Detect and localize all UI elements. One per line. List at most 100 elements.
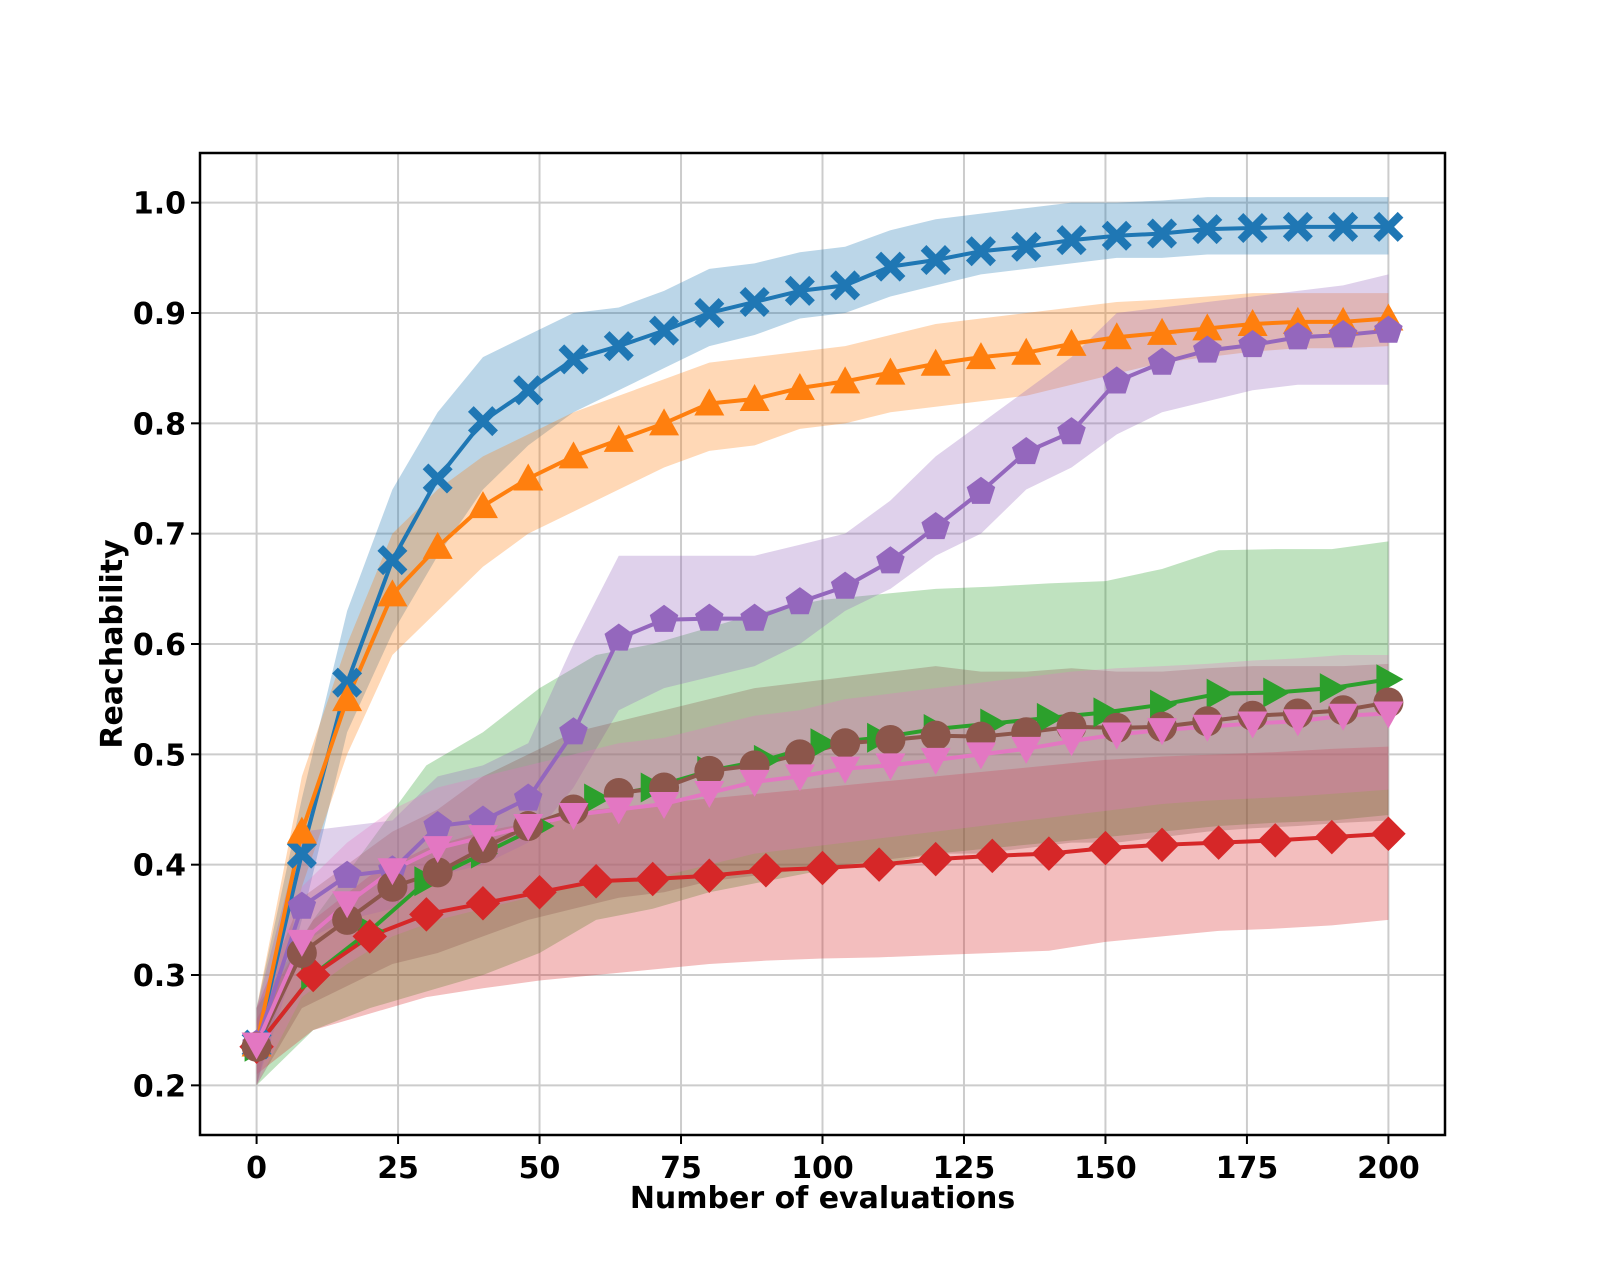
diamond-marker (409, 897, 444, 932)
x-marker (377, 545, 408, 576)
x-marker (830, 270, 861, 301)
pentagon-marker (423, 811, 452, 839)
triangle-down-marker (830, 756, 861, 784)
x-marker (1328, 211, 1359, 242)
diamond-marker (748, 852, 784, 888)
y-tick-label: 0.7 (133, 518, 186, 553)
triangle-up-marker (1282, 306, 1313, 334)
triangle-up-marker (558, 441, 589, 469)
circle-marker (784, 739, 815, 770)
triangle-down-marker (1237, 711, 1268, 739)
y-tick-label: 0.4 (133, 849, 186, 884)
diamond-marker (975, 838, 1010, 874)
triangle-up-marker (603, 424, 634, 452)
pentagon-marker (740, 603, 769, 631)
triangle-up-marker (875, 357, 906, 385)
triangle-right-marker (1263, 677, 1291, 708)
x-marker (784, 275, 815, 306)
series-markers (239, 211, 1406, 1064)
diamond-marker (1371, 816, 1406, 852)
triangle-down-marker (1192, 714, 1223, 742)
triangle-down-marker (784, 764, 815, 792)
x-marker (1056, 225, 1087, 256)
diamond-marker (1088, 830, 1123, 866)
triangle-up-marker (784, 373, 815, 401)
triangle-down-marker (1328, 703, 1359, 731)
diamond-marker (465, 886, 501, 921)
triangle-up-marker (1192, 313, 1223, 341)
triangle-right-marker (1093, 697, 1121, 728)
y-tick-label: 0.9 (133, 297, 186, 332)
x-tick-label: 25 (377, 1151, 419, 1186)
pentagon-marker (604, 623, 634, 651)
y-axis-title: Reachability (95, 539, 130, 749)
x-marker (694, 297, 725, 328)
pentagon-marker (1011, 437, 1041, 465)
triangle-right-marker (1376, 664, 1404, 695)
y-tick-label: 0.8 (133, 407, 186, 442)
x-marker (603, 331, 634, 362)
x-marker (467, 406, 498, 437)
x-marker (332, 667, 363, 698)
diamond-marker (635, 861, 670, 897)
triangle-down-marker (422, 836, 453, 864)
triangle-right-marker (584, 783, 612, 814)
triangle-down-marker (875, 753, 906, 781)
circle-marker (377, 871, 408, 902)
diamond-marker (352, 919, 388, 954)
confidence-band-5 (256, 663, 1389, 1086)
circle-marker (875, 724, 906, 755)
triangle-down-marker (649, 791, 680, 819)
triangle-up-marker (1056, 328, 1087, 356)
x-marker (920, 245, 951, 276)
pentagon-marker (649, 604, 679, 632)
x-marker (1282, 211, 1313, 242)
triangle-down-marker (286, 929, 317, 957)
triangle-up-marker (694, 388, 725, 416)
y-tick-label: 0.5 (133, 738, 186, 773)
pentagon-marker (1193, 335, 1222, 363)
x-tick-label: 75 (660, 1151, 702, 1186)
triangle-up-marker (965, 342, 996, 370)
triangle-right-marker (810, 728, 838, 759)
triangle-down-marker (1282, 709, 1313, 737)
triangle-down-marker (1147, 718, 1178, 746)
pentagon-marker (695, 603, 724, 631)
triangle-up-marker (1237, 309, 1268, 337)
triangle-down-marker (332, 891, 363, 919)
x-marker (558, 344, 589, 375)
circle-marker (332, 904, 363, 935)
x-marker (1192, 214, 1223, 245)
diamond-marker (578, 863, 614, 899)
x-marker (739, 286, 770, 317)
x-tick-label: 100 (791, 1151, 854, 1186)
x-axis-title: Number of evaluations (630, 1181, 1015, 1216)
triangle-up-marker (422, 531, 453, 559)
x-marker (1011, 231, 1042, 262)
pentagon-marker (1283, 322, 1313, 350)
triangle-right-marker (1319, 673, 1347, 704)
pentagon-marker (1374, 315, 1403, 343)
diamond-marker (1314, 819, 1350, 855)
triangle-down-marker (377, 858, 408, 886)
triangle-up-marker (920, 348, 951, 376)
pentagon-marker (559, 717, 588, 745)
pentagon-marker (876, 546, 905, 574)
pentagon-marker (830, 571, 860, 599)
diamond-marker (522, 875, 557, 910)
triangle-up-marker (332, 684, 363, 712)
triangle-down-marker (603, 797, 634, 825)
pentagon-marker (1057, 417, 1086, 445)
x-tick-label: 175 (1216, 1151, 1279, 1186)
pentagon-marker (287, 891, 317, 919)
triangle-down-marker (1373, 701, 1404, 729)
x-marker (422, 463, 453, 494)
pentagon-marker (921, 512, 950, 540)
triangle-down-marker (513, 814, 544, 842)
triangle-down-marker (241, 1032, 272, 1060)
pentagon-marker (1147, 347, 1177, 375)
pentagon-marker (785, 587, 815, 615)
x-marker (1101, 220, 1132, 251)
triangle-up-marker (377, 579, 408, 607)
